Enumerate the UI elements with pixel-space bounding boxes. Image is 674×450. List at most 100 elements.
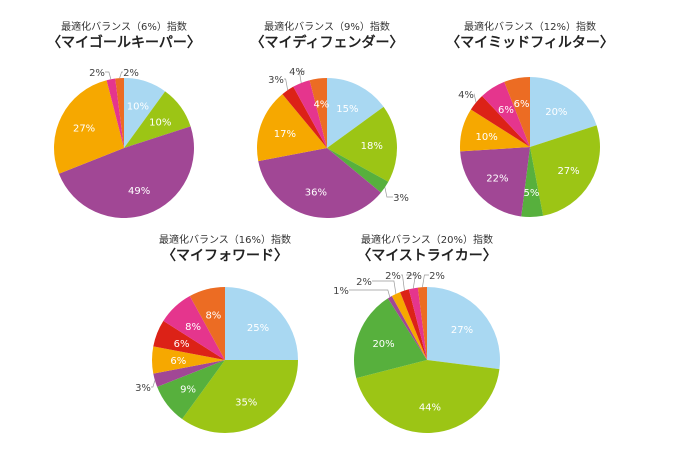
pie-slice xyxy=(354,298,427,379)
chart-title: 最適化バランス（6%）指数 xyxy=(61,20,187,33)
pie-slice xyxy=(152,346,225,374)
pie-slice xyxy=(189,287,225,360)
leader-line xyxy=(298,70,305,83)
chart-subtitle: 〈マイストライカー〉 xyxy=(357,248,497,264)
slice-label: 2% xyxy=(123,68,139,79)
pie-slice xyxy=(460,147,530,217)
pie-slice xyxy=(115,78,124,148)
pie-slice xyxy=(327,106,397,182)
slice-label: 17% xyxy=(274,129,296,140)
slice-label: 2% xyxy=(406,271,422,282)
slice-label: 27% xyxy=(73,124,95,135)
pie-slice xyxy=(258,148,381,218)
slice-label: 20% xyxy=(372,339,394,350)
leader-line xyxy=(151,380,156,388)
pie-slice xyxy=(327,148,389,193)
slice-label: 10% xyxy=(149,118,171,129)
leader-line xyxy=(401,274,405,291)
slice-label: 22% xyxy=(486,174,508,185)
slice-label: 2% xyxy=(356,277,372,288)
leader-line xyxy=(119,71,123,79)
chart-title: 最適化バランス（20%）指数 xyxy=(361,233,493,246)
pie-slice xyxy=(153,360,225,387)
pie-slice xyxy=(124,91,191,148)
pie-slice xyxy=(225,287,298,360)
slice-label: 6% xyxy=(174,339,190,350)
slice-label: 27% xyxy=(451,325,473,336)
slice-label: 4% xyxy=(289,67,305,78)
chart-subtitle: 〈マイフォワード〉 xyxy=(162,248,288,264)
pie-slice xyxy=(482,81,530,147)
pie-slice xyxy=(460,109,530,152)
leader-line xyxy=(384,187,393,198)
pie-slice xyxy=(53,80,124,174)
pie-slice xyxy=(391,292,427,360)
slice-label: 3% xyxy=(393,193,409,204)
pie-slice xyxy=(293,80,327,148)
pie-slice xyxy=(470,95,530,147)
pie-slice xyxy=(106,78,124,148)
slice-label: 1% xyxy=(333,286,349,297)
slice-label: 5% xyxy=(523,188,539,199)
slice-label: 49% xyxy=(128,186,150,197)
pie-slice xyxy=(417,287,427,360)
slice-label: 6% xyxy=(514,99,530,110)
leader-line xyxy=(105,71,112,80)
slice-label: 3% xyxy=(135,383,151,394)
slice-label: 8% xyxy=(205,311,221,322)
slice-label: 8% xyxy=(185,322,201,333)
pie-chart-4: 最適化バランス（16%）指数〈マイフォワード〉 25% 35% 9% 3% 6% 6% 8% 8… xyxy=(135,233,298,433)
pie-slice xyxy=(400,289,427,360)
chart-title: 最適化バランス（9%）指数 xyxy=(264,20,390,33)
slice-label: 10% xyxy=(475,132,497,143)
pie-slice xyxy=(327,78,384,148)
slice-label: 15% xyxy=(336,104,358,115)
pie-slice xyxy=(58,126,194,218)
leader-line xyxy=(372,280,397,295)
pie-slice xyxy=(427,287,500,370)
slice-label: 10% xyxy=(127,101,149,112)
chart-title: 最適化バランス（12%）指数 xyxy=(464,20,596,33)
slice-label: 2% xyxy=(385,271,401,282)
pie-slice xyxy=(530,125,600,216)
slice-label: 9% xyxy=(180,385,196,396)
pie-chart-3: 最適化バランス（12%）指数〈マイミッドフィルター〉 20% 27% 5% 22% 10%… xyxy=(446,20,614,217)
slice-label: 2% xyxy=(89,68,105,79)
pie-slice xyxy=(282,86,327,148)
leader-line xyxy=(422,274,429,288)
slice-label: 4% xyxy=(313,100,329,111)
pie-slice xyxy=(182,360,298,433)
chart-title: 最適化バランス（16%）指数 xyxy=(159,233,291,246)
chart-subtitle: 〈マイゴールキーパー〉 xyxy=(47,34,201,51)
pie-slice xyxy=(387,296,427,360)
chart-subtitle: 〈マイミッドフィルター〉 xyxy=(446,35,614,51)
leader-line xyxy=(473,93,477,103)
pie-slice xyxy=(530,77,597,147)
slice-label: 2% xyxy=(429,271,445,282)
pie-slice xyxy=(163,296,225,360)
leader-line xyxy=(406,274,416,289)
pie-slice xyxy=(153,320,225,360)
slice-label: 36% xyxy=(305,187,327,198)
slice-label: 4% xyxy=(458,90,474,101)
pie-slice xyxy=(309,78,327,148)
pie-chart-2: 最適化バランス（9%）指数〈マイディフェンダー〉 15% 18% 3% 36% 17% 3%… xyxy=(250,20,409,218)
pie-chart-1: 最適化バランス（6%）指数〈マイゴールキーパー〉 10%10% 49% 27% 2% 2% xyxy=(47,20,201,218)
pie-slice xyxy=(157,360,225,420)
slice-label: 25% xyxy=(247,323,269,334)
pie-slice xyxy=(504,77,530,147)
pie-slice xyxy=(408,287,427,360)
leader-line xyxy=(284,78,288,91)
slice-label: 18% xyxy=(361,141,383,152)
pie-slice xyxy=(257,94,327,162)
slice-label: 6% xyxy=(170,356,186,367)
slice-label: 44% xyxy=(419,403,441,414)
slice-label: 20% xyxy=(545,107,567,118)
pie-slice xyxy=(521,147,544,217)
leader-line xyxy=(349,289,391,298)
pie-slice xyxy=(124,78,166,148)
pie-slice xyxy=(356,360,500,433)
slice-label: 3% xyxy=(268,75,284,86)
